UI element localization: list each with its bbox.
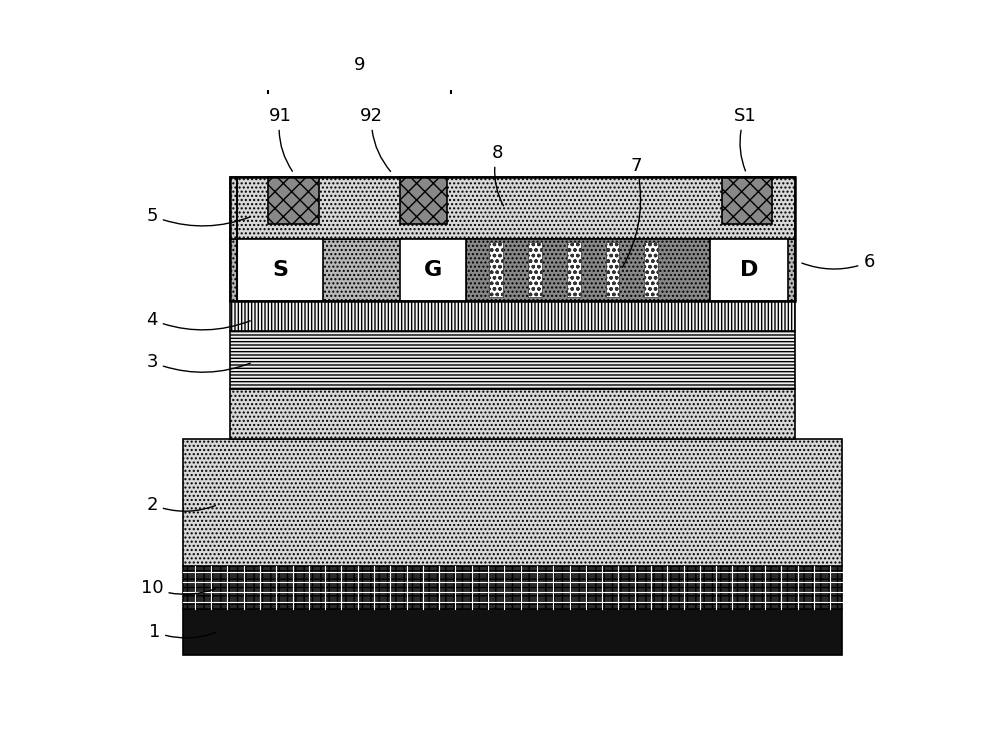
Text: 2: 2: [146, 495, 215, 514]
Bar: [489, 242, 503, 297]
Bar: [567, 242, 581, 297]
Text: S: S: [272, 260, 288, 280]
Text: 92: 92: [360, 107, 391, 172]
Text: 8: 8: [491, 144, 503, 206]
Bar: [528, 242, 542, 297]
Bar: [606, 242, 619, 297]
Bar: [400, 239, 466, 300]
Text: D: D: [740, 260, 758, 280]
Text: 4: 4: [146, 311, 250, 330]
Bar: [183, 608, 842, 655]
Bar: [230, 239, 795, 300]
Bar: [268, 178, 319, 224]
Text: 6: 6: [802, 253, 875, 271]
Bar: [230, 331, 795, 389]
Bar: [183, 439, 842, 566]
Bar: [722, 178, 772, 224]
Text: S1: S1: [734, 107, 756, 171]
Bar: [466, 239, 710, 300]
Text: 9: 9: [354, 56, 365, 74]
Bar: [183, 566, 842, 608]
Text: 7: 7: [622, 157, 642, 267]
Bar: [230, 389, 795, 439]
Text: 10: 10: [141, 579, 215, 597]
Bar: [710, 239, 788, 300]
Bar: [644, 242, 658, 297]
Text: 3: 3: [146, 353, 250, 372]
Bar: [400, 178, 447, 224]
Bar: [230, 178, 795, 300]
Bar: [237, 239, 323, 300]
Text: 5: 5: [146, 207, 250, 226]
Text: G: G: [424, 260, 442, 280]
Text: 1: 1: [149, 623, 215, 641]
Bar: [230, 178, 795, 239]
Text: 91: 91: [269, 107, 292, 171]
Bar: [230, 300, 795, 331]
